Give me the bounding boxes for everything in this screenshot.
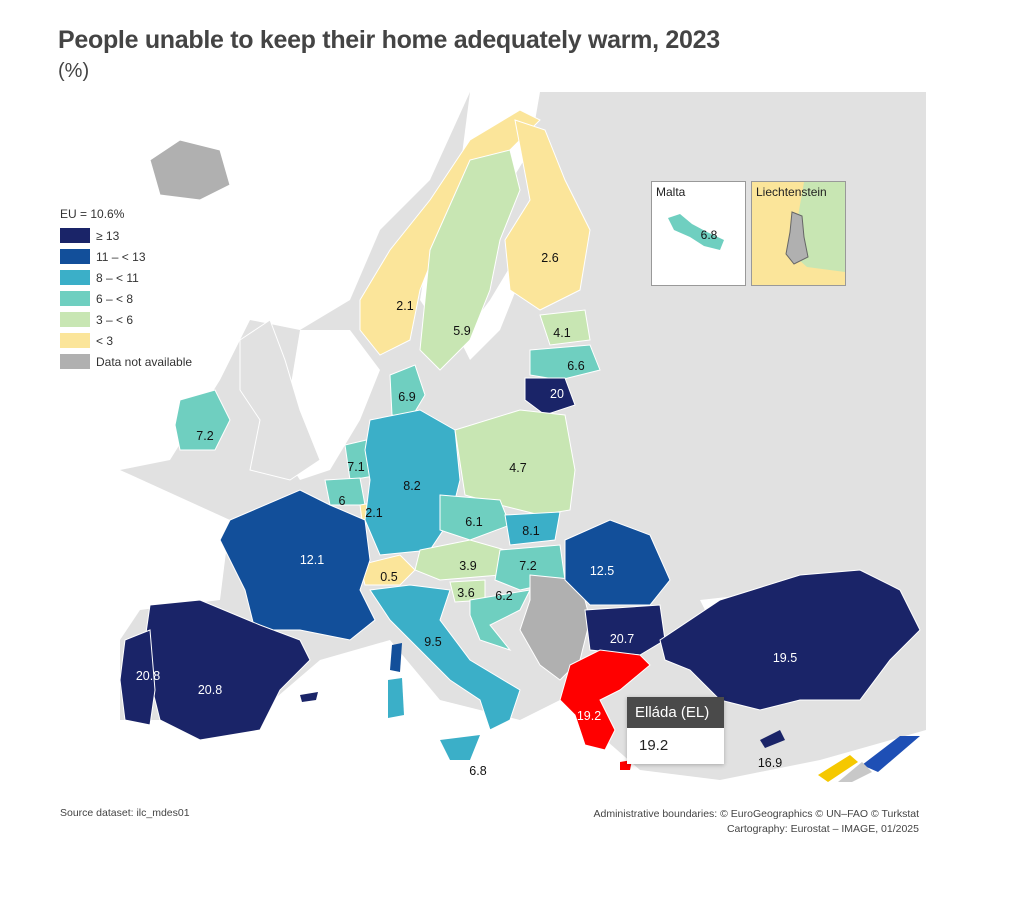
denmark-shape[interactable] xyxy=(389,364,426,421)
label-greece: 19.2 xyxy=(577,709,601,723)
label-czechia: 6.1 xyxy=(465,515,482,529)
inset-liechtenstein[interactable]: Liechtenstein xyxy=(751,181,846,286)
label-luxembourg: 2.1 xyxy=(365,506,382,520)
legend-item: < 3 xyxy=(60,330,192,351)
croatia-shape[interactable] xyxy=(469,589,531,652)
greece-shape[interactable] xyxy=(559,649,651,751)
label-croatia: 6.2 xyxy=(495,589,512,603)
label-ireland: 7.2 xyxy=(196,429,213,443)
latvia-shape[interactable] xyxy=(529,344,601,381)
legend-item: 3 – < 6 xyxy=(60,309,192,330)
country-tooltip: Elláda (EL) 19.2 xyxy=(627,697,724,764)
label-slovakia: 8.1 xyxy=(522,524,539,538)
label-bulgaria: 20.7 xyxy=(610,632,634,646)
legend-item: Data not available xyxy=(60,351,192,372)
label-switzerland: 0.5 xyxy=(380,570,397,584)
inset-malta-map: 6.8 xyxy=(668,214,724,250)
france-shape[interactable] xyxy=(219,489,376,641)
inset-liechtenstein-label: Liechtenstein xyxy=(756,185,827,199)
tooltip-country-name: Elláda (EL) xyxy=(627,697,724,728)
legend-header: EU = 10.6% xyxy=(60,207,125,221)
czechia-shape[interactable] xyxy=(439,494,511,541)
map-subtitle: (%) xyxy=(58,60,90,82)
legend-item: 8 – < 11 xyxy=(60,267,192,288)
label-turkey: 19.5 xyxy=(773,651,797,665)
mediterranean-sea xyxy=(120,640,926,782)
label-germany: 8.2 xyxy=(403,479,420,493)
italy-shape[interactable] xyxy=(369,584,521,731)
cyprus-shape[interactable] xyxy=(760,730,785,748)
label-italy: 9.5 xyxy=(424,635,441,649)
uk-shape[interactable] xyxy=(239,319,321,481)
sardinia-shape[interactable] xyxy=(388,678,404,718)
label-portugal: 20.8 xyxy=(136,669,160,683)
label-sweden: 5.9 xyxy=(453,324,470,338)
label-lithuania: 20 xyxy=(550,387,564,401)
estonia-shape[interactable] xyxy=(539,309,591,346)
legend-label: 6 – < 8 xyxy=(96,291,134,306)
legend-swatch xyxy=(60,249,90,264)
legend-label: 3 – < 6 xyxy=(96,312,134,327)
iceland-shape[interactable] xyxy=(149,139,231,201)
inset-liechtenstein-map xyxy=(752,182,845,285)
biscay-sea xyxy=(120,470,230,640)
label-slovenia: 3.6 xyxy=(457,586,474,600)
legend-label: 11 – < 13 xyxy=(96,249,146,264)
label-norway: 2.1 xyxy=(396,299,413,313)
legend-label: 8 – < 11 xyxy=(96,270,139,285)
legend-item: 11 – < 13 xyxy=(60,246,192,267)
credits: Administrative boundaries: © EuroGeograp… xyxy=(593,807,919,837)
legend-label: Data not available xyxy=(96,354,193,369)
label-finland: 2.6 xyxy=(541,251,558,265)
label-malta-south: 6.8 xyxy=(469,764,486,778)
tooltip-value: 19.2 xyxy=(639,737,669,754)
ireland-shape[interactable] xyxy=(174,389,231,451)
legend-label: ≥ 13 xyxy=(96,228,120,243)
label-france: 12.1 xyxy=(300,553,324,567)
label-spain: 20.8 xyxy=(198,683,222,697)
label-romania: 12.5 xyxy=(590,564,614,578)
portugal-shape[interactable] xyxy=(119,629,156,726)
eurostat-logo xyxy=(818,736,920,782)
label-cyprus: 16.9 xyxy=(758,756,782,770)
sicily-shape[interactable] xyxy=(440,735,480,760)
legend-item: 6 – < 8 xyxy=(60,288,192,309)
inset-malta[interactable]: Malta 6.8 xyxy=(651,181,746,286)
legend-swatch xyxy=(60,228,90,243)
label-estonia: 4.1 xyxy=(553,326,570,340)
label-latvia: 6.6 xyxy=(567,359,584,373)
bulgaria-shape[interactable] xyxy=(584,604,666,656)
label-denmark: 6.9 xyxy=(398,390,415,404)
map-title: People unable to keep their home adequat… xyxy=(58,26,720,54)
inset-malta-value: 6.8 xyxy=(701,228,718,242)
switzerland-shape[interactable] xyxy=(359,554,416,586)
legend-swatch xyxy=(60,333,90,348)
label-poland: 4.7 xyxy=(509,461,526,475)
legend-swatch xyxy=(60,270,90,285)
corsica-shape[interactable] xyxy=(390,643,402,672)
legend-item: ≥ 13 xyxy=(60,225,192,246)
source-note: Source dataset: ilc_mdes01 xyxy=(60,807,190,819)
romania-shape[interactable] xyxy=(564,519,671,606)
lithuania-shape[interactable] xyxy=(524,377,576,416)
inset-malta-label: Malta xyxy=(656,185,686,199)
legend-swatch xyxy=(60,312,90,327)
legend-swatch xyxy=(60,354,90,369)
balearic-shape[interactable] xyxy=(300,692,318,702)
finland-shape[interactable] xyxy=(504,119,591,311)
turkey-shape[interactable] xyxy=(659,569,921,711)
label-belgium: 6 xyxy=(339,494,346,508)
credits-cartography: Cartography: Eurostat – IMAGE, 01/2025 xyxy=(726,823,919,835)
credits-boundaries: Administrative boundaries: © EuroGeograp… xyxy=(593,808,919,820)
map-legend: EU = 10.6% ≥ 13 11 – < 13 8 – < 11 6 – <… xyxy=(60,207,192,372)
sweden-shape[interactable] xyxy=(419,149,521,371)
label-hungary: 7.2 xyxy=(519,559,536,573)
slovakia-shape[interactable] xyxy=(504,511,561,546)
legend-label: < 3 xyxy=(96,333,114,348)
label-austria: 3.9 xyxy=(459,559,476,573)
legend-swatch xyxy=(60,291,90,306)
label-netherlands: 7.1 xyxy=(347,460,364,474)
